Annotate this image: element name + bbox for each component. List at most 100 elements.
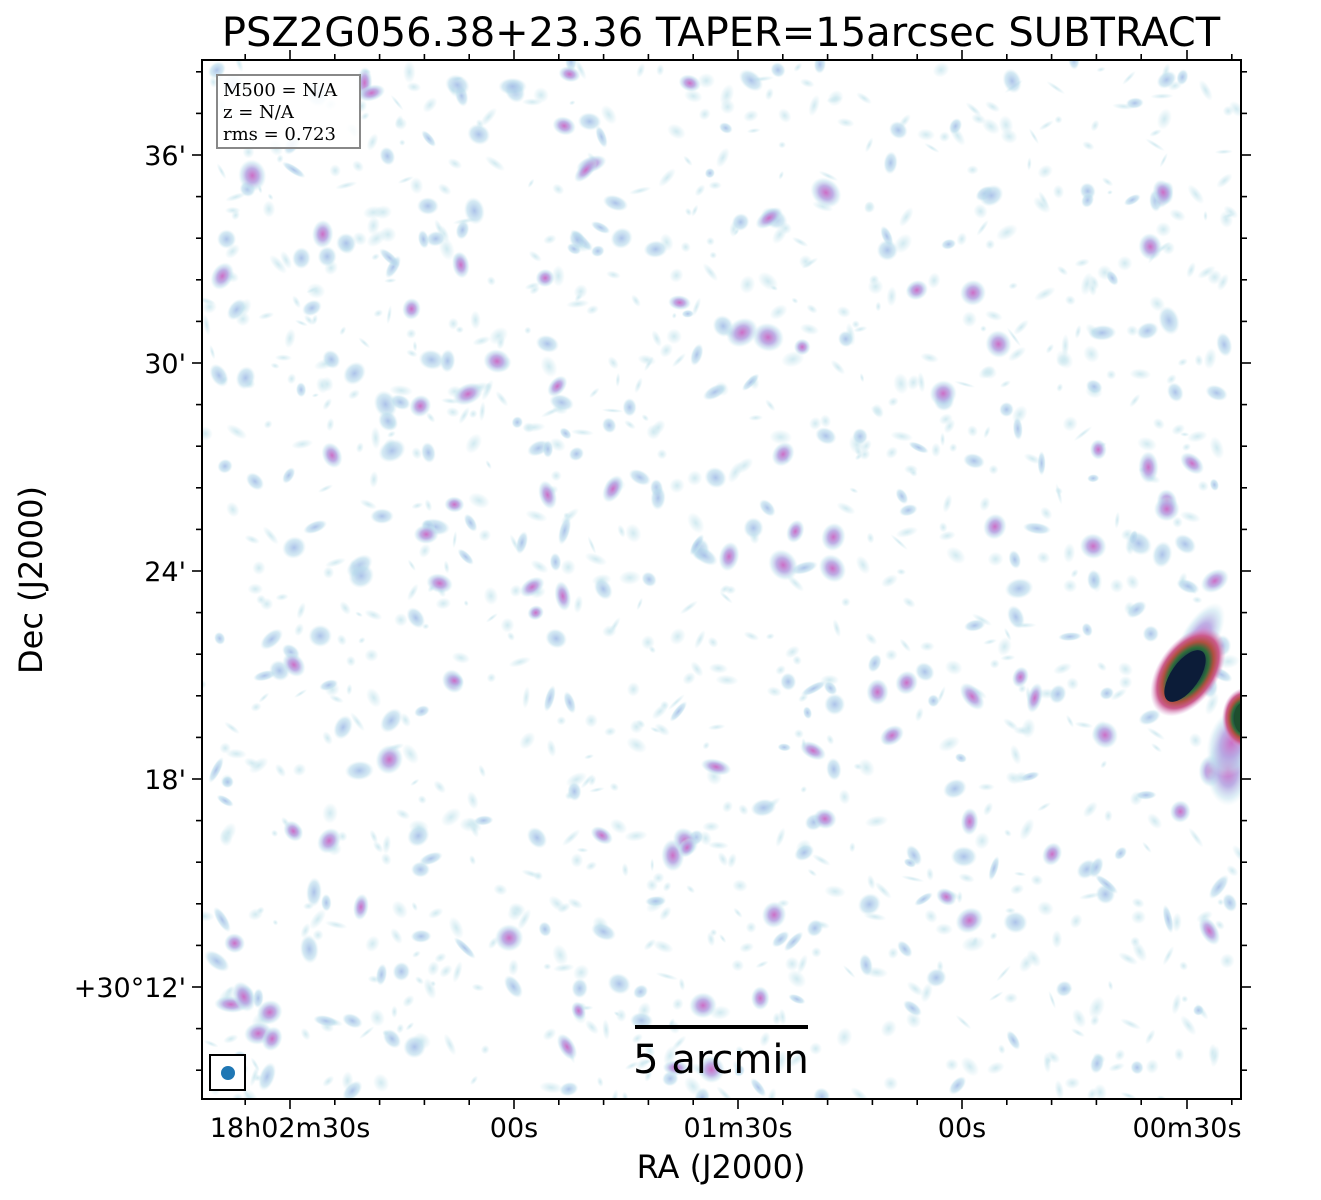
noise-speckle [1019,818,1035,841]
noise-speckle [745,921,757,934]
noise-speckle [613,1011,621,1017]
noise-blob [908,441,929,454]
noise-speckle [469,854,476,866]
noise-speckle [373,309,384,318]
noise-speckle [269,254,287,274]
noise-speckle [767,1088,777,1099]
noise-speckle [226,424,248,440]
noise-blob [216,794,234,807]
info-m500: M500 = N/A [223,80,338,101]
noise-speckle [731,959,745,972]
noise-speckle [443,1033,457,1056]
noise-speckle [738,804,749,816]
noise-speckle [409,177,424,195]
noise-speckle [493,883,508,896]
noise-peak [1200,568,1229,594]
noise-blob [607,973,631,995]
noise-speckle [1120,1018,1142,1030]
noise-speckle [336,634,347,646]
noise-blob [759,499,776,517]
noise-blob [777,743,792,752]
noise-peak [451,251,470,279]
noise-blob [1006,1030,1021,1050]
noise-blob [783,931,804,952]
noise-peak [1153,496,1180,522]
x-tick-label: 00s [490,1113,538,1144]
noise-speckle [787,969,807,989]
noise-blob [258,1062,277,1091]
noise-speckle [715,674,739,686]
noise-speckle [830,359,846,375]
noise-blob [823,681,838,696]
noise-speckle [422,97,438,113]
noise-speckle [874,881,892,899]
noise-speckle [372,841,384,853]
noise-blob [788,993,806,1005]
noise-blob [590,245,605,257]
noise-peak [538,480,558,510]
noise-speckle [1147,813,1163,830]
y-tick-label: 24' [144,557,186,588]
noise-speckle [1145,1029,1156,1045]
noise-blob [319,679,339,691]
noise-peak [352,893,369,921]
noise-blob [595,125,608,148]
noise-speckle [887,947,899,960]
noise-speckle [902,596,916,608]
noise-speckle [890,534,908,551]
noise-blob [738,69,764,92]
noise-speckle [793,62,803,72]
noise-peak [1198,916,1221,946]
noise-peak [866,678,889,706]
noise-speckle [366,216,380,236]
noise-speckle [1142,841,1152,853]
noise-blob [857,893,881,916]
noise-speckle [621,1091,629,1099]
noise-speckle [864,201,875,214]
noise-blob [379,146,396,166]
noise-speckle [1063,542,1076,564]
noise-speckle [611,1089,619,1099]
noise-speckle [317,484,334,493]
noise-speckle [1063,579,1078,593]
noise-blob [876,239,899,261]
noise-speckle [1070,568,1079,578]
noise-peak [678,837,697,858]
noise-speckle [706,931,716,947]
noise-speckle [1159,152,1168,168]
noise-speckle [348,389,360,400]
noise-speckle [580,773,594,789]
noise-speckle [589,787,605,793]
noise-blob [750,798,777,817]
noise-speckle [800,786,807,793]
noise-speckle [1048,990,1056,1009]
noise-speckle [427,960,440,977]
noise-speckle [524,326,532,335]
noise-speckle [926,867,934,881]
noise-speckle [1090,119,1100,132]
noise-peak [700,758,732,776]
noise-speckle [1171,993,1182,1015]
noise-peak [689,992,717,1019]
noise-speckle [478,401,486,422]
noise-speckle [252,560,266,575]
noise-speckle [500,617,515,633]
noise-peak [1011,666,1029,688]
noise-speckle [784,956,800,972]
noise-blob [669,701,688,722]
noise-speckle [924,909,938,924]
noise-speckle [629,186,652,195]
noise-speckle [1181,995,1189,1003]
noise-speckle [435,597,452,610]
noise-speckle [448,916,464,939]
noise-speckle [853,763,863,771]
noise-peak [959,279,987,306]
noise-speckle [1145,138,1165,152]
noise-peak [960,807,979,836]
noise-blob [375,963,388,986]
noise-blob [650,485,666,511]
noise-speckle [724,585,737,595]
noise-speckle [1180,1015,1197,1036]
noise-speckle [966,165,979,175]
noise-speckle [1177,358,1188,367]
